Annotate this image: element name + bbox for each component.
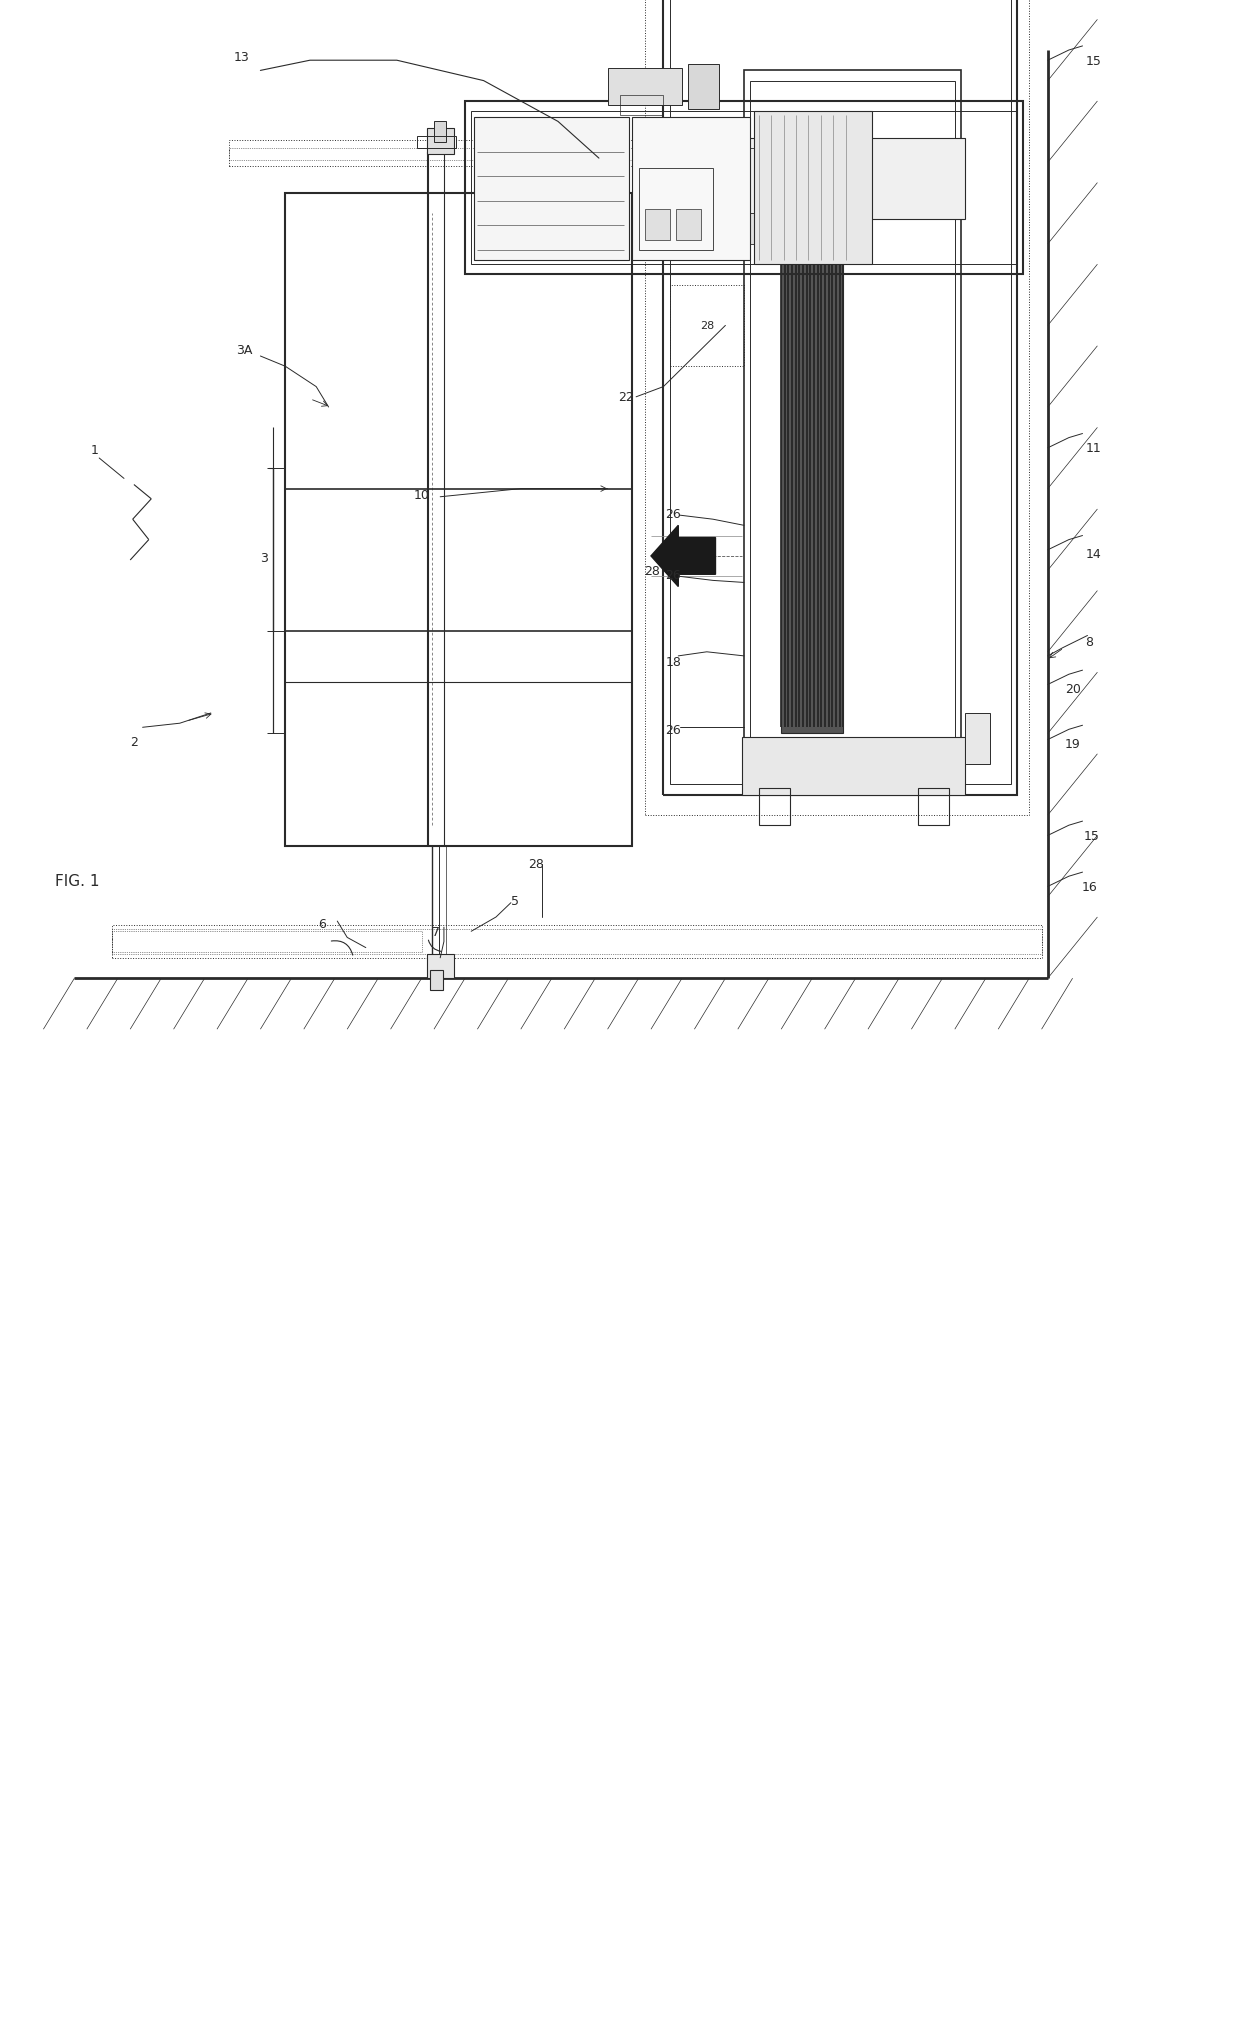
Bar	[746, 149, 870, 214]
Text: 14: 14	[1086, 548, 1101, 561]
Text: 7: 7	[433, 926, 440, 938]
Bar	[608, 69, 682, 106]
Bar	[676, 210, 701, 241]
Text: 19: 19	[1065, 738, 1080, 750]
Bar	[918, 789, 949, 826]
Bar	[781, 194, 843, 734]
Bar	[781, 194, 843, 734]
Bar	[285, 194, 632, 846]
Text: 26: 26	[666, 569, 681, 581]
Bar	[434, 122, 446, 143]
Bar	[229, 141, 818, 167]
Text: 3A: 3A	[236, 345, 253, 357]
Text: 5: 5	[511, 895, 518, 907]
Text: 28: 28	[528, 858, 543, 871]
Text: 15: 15	[1086, 55, 1101, 67]
Bar	[112, 932, 422, 952]
Text: 10: 10	[414, 489, 429, 502]
Bar	[806, 214, 856, 245]
Text: 28: 28	[645, 565, 660, 577]
Bar	[645, 210, 670, 241]
Bar	[670, 0, 1011, 785]
Text: 6: 6	[319, 918, 326, 930]
Text: 11: 11	[1086, 442, 1101, 455]
Bar	[639, 169, 713, 251]
Bar	[742, 139, 965, 220]
Bar	[744, 71, 961, 775]
Bar	[474, 118, 629, 261]
Bar	[112, 930, 1042, 954]
Text: 28: 28	[699, 322, 714, 330]
FancyArrow shape	[651, 526, 715, 587]
Text: 15: 15	[1084, 830, 1099, 842]
Text: 13: 13	[234, 51, 249, 63]
Text: 26: 26	[666, 724, 681, 736]
Bar	[430, 971, 443, 991]
Bar	[688, 65, 719, 110]
Text: 8: 8	[1085, 636, 1092, 648]
Bar	[112, 926, 1042, 958]
Bar	[750, 214, 800, 245]
Text: 3: 3	[260, 553, 268, 565]
Bar	[663, 0, 1017, 795]
Text: 18: 18	[666, 657, 681, 669]
Bar	[427, 128, 454, 155]
Text: 22: 22	[619, 391, 634, 404]
Text: 16: 16	[1083, 881, 1097, 893]
Bar	[645, 0, 1029, 816]
Bar	[427, 954, 454, 979]
Text: 20: 20	[1065, 683, 1080, 695]
Bar	[670, 285, 744, 367]
Bar	[759, 789, 790, 826]
Bar	[965, 714, 990, 765]
Bar	[754, 112, 872, 265]
Text: FIG. 1: FIG. 1	[55, 873, 99, 889]
Bar	[471, 112, 1017, 265]
Text: 26: 26	[666, 508, 681, 520]
Bar	[417, 137, 456, 149]
Bar	[620, 96, 663, 116]
Bar	[632, 118, 750, 261]
Bar	[465, 102, 1023, 275]
Text: 2: 2	[130, 736, 138, 748]
Bar	[750, 82, 955, 765]
Bar	[229, 149, 818, 161]
Bar	[742, 738, 965, 795]
Text: 1: 1	[91, 445, 98, 457]
